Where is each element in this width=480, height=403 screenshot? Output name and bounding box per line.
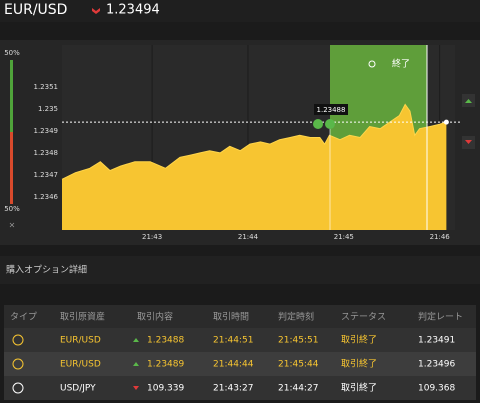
pair: EUR/USD [4, 2, 67, 18]
down-icon [465, 140, 472, 144]
cell: EUR/USD [60, 360, 101, 370]
cell: 21:45:44 [278, 360, 319, 370]
x-tick-label: 21:43 [142, 233, 162, 241]
y-tick-label: 1.235 [38, 105, 58, 113]
up-icon [133, 338, 139, 342]
y-tick-label: 1.2347 [34, 171, 59, 179]
cell: 1.23489 [147, 360, 184, 370]
section-title: 購入オプション詳細 [6, 264, 87, 276]
price-line [61, 103, 447, 180]
cell: USD/JPY [60, 384, 96, 394]
type-icon [12, 334, 24, 346]
type-icon [12, 358, 24, 370]
x-tick-label: 21:46 [430, 233, 451, 241]
x-tick-label: 21:44 [238, 233, 259, 241]
meter-top: 50% [4, 49, 20, 57]
cell: 109.339 [147, 384, 184, 394]
cell: 取引終了 [341, 358, 377, 370]
cell: 取引終了 [341, 382, 377, 394]
annotation-box [314, 104, 348, 115]
header-cell: 判定レート [418, 311, 463, 323]
clock-icon [368, 60, 376, 68]
table-header [4, 305, 476, 329]
price-chart: 21:43 21:44 21:45 21:46 1.2346 1.2347 1.2348 1.… [34, 45, 462, 241]
down-icon [92, 8, 100, 14]
up-icon [133, 362, 139, 366]
entry-marker [313, 119, 323, 129]
cell: 1.23488 [147, 336, 184, 346]
up-icon [465, 99, 472, 103]
cell: 21:44:44 [213, 360, 254, 370]
entry-marker [325, 119, 335, 129]
current-dot [443, 119, 449, 125]
x-tick-label: 21:45 [334, 233, 354, 241]
close[interactable]: × [9, 221, 16, 230]
header-cell: 取引時間 [213, 312, 249, 323]
cell: 取引終了 [341, 334, 377, 346]
cell: 21:45:51 [278, 336, 318, 346]
cell: 1.23491 [418, 336, 455, 346]
annotation: 1.23488 [317, 106, 346, 114]
header-cell: 取引原資産 [60, 311, 105, 323]
header-cell: タイプ [10, 312, 37, 323]
y-tick-label: 1.2349 [34, 127, 59, 135]
section-bar [0, 256, 480, 284]
price: 1.23494 [106, 3, 160, 18]
meter-up [10, 60, 13, 132]
top-bar [0, 0, 480, 22]
row [4, 328, 476, 352]
cell: 109.368 [418, 384, 455, 394]
header-cell: 判定時刻 [278, 311, 314, 323]
header-cell: 取引内容 [137, 311, 173, 323]
meter-down [10, 132, 13, 204]
cell: 1.23496 [418, 360, 455, 370]
y-tick-label: 1.2348 [34, 149, 59, 157]
cell: EUR/USD [60, 336, 101, 346]
cell: 21:44:27 [278, 384, 318, 394]
y-tick-label: 1.2346 [34, 193, 59, 201]
row [4, 352, 476, 376]
down-icon [133, 386, 139, 390]
header-cell: ステータス [341, 312, 386, 323]
type-icon [12, 382, 24, 394]
cell: 21:43:27 [213, 384, 253, 394]
meter-bottom: 50% [4, 205, 20, 213]
end-button[interactable]: 終了 [392, 58, 410, 70]
table: タイプ 取引原資産 取引内容 取引時間 判定時刻 ステータス 判定レート EUR/USD 1.2… [4, 311, 476, 400]
cell: 21:44:51 [213, 336, 253, 346]
row [4, 376, 476, 400]
y-tick-label: 1.2351 [34, 83, 59, 91]
